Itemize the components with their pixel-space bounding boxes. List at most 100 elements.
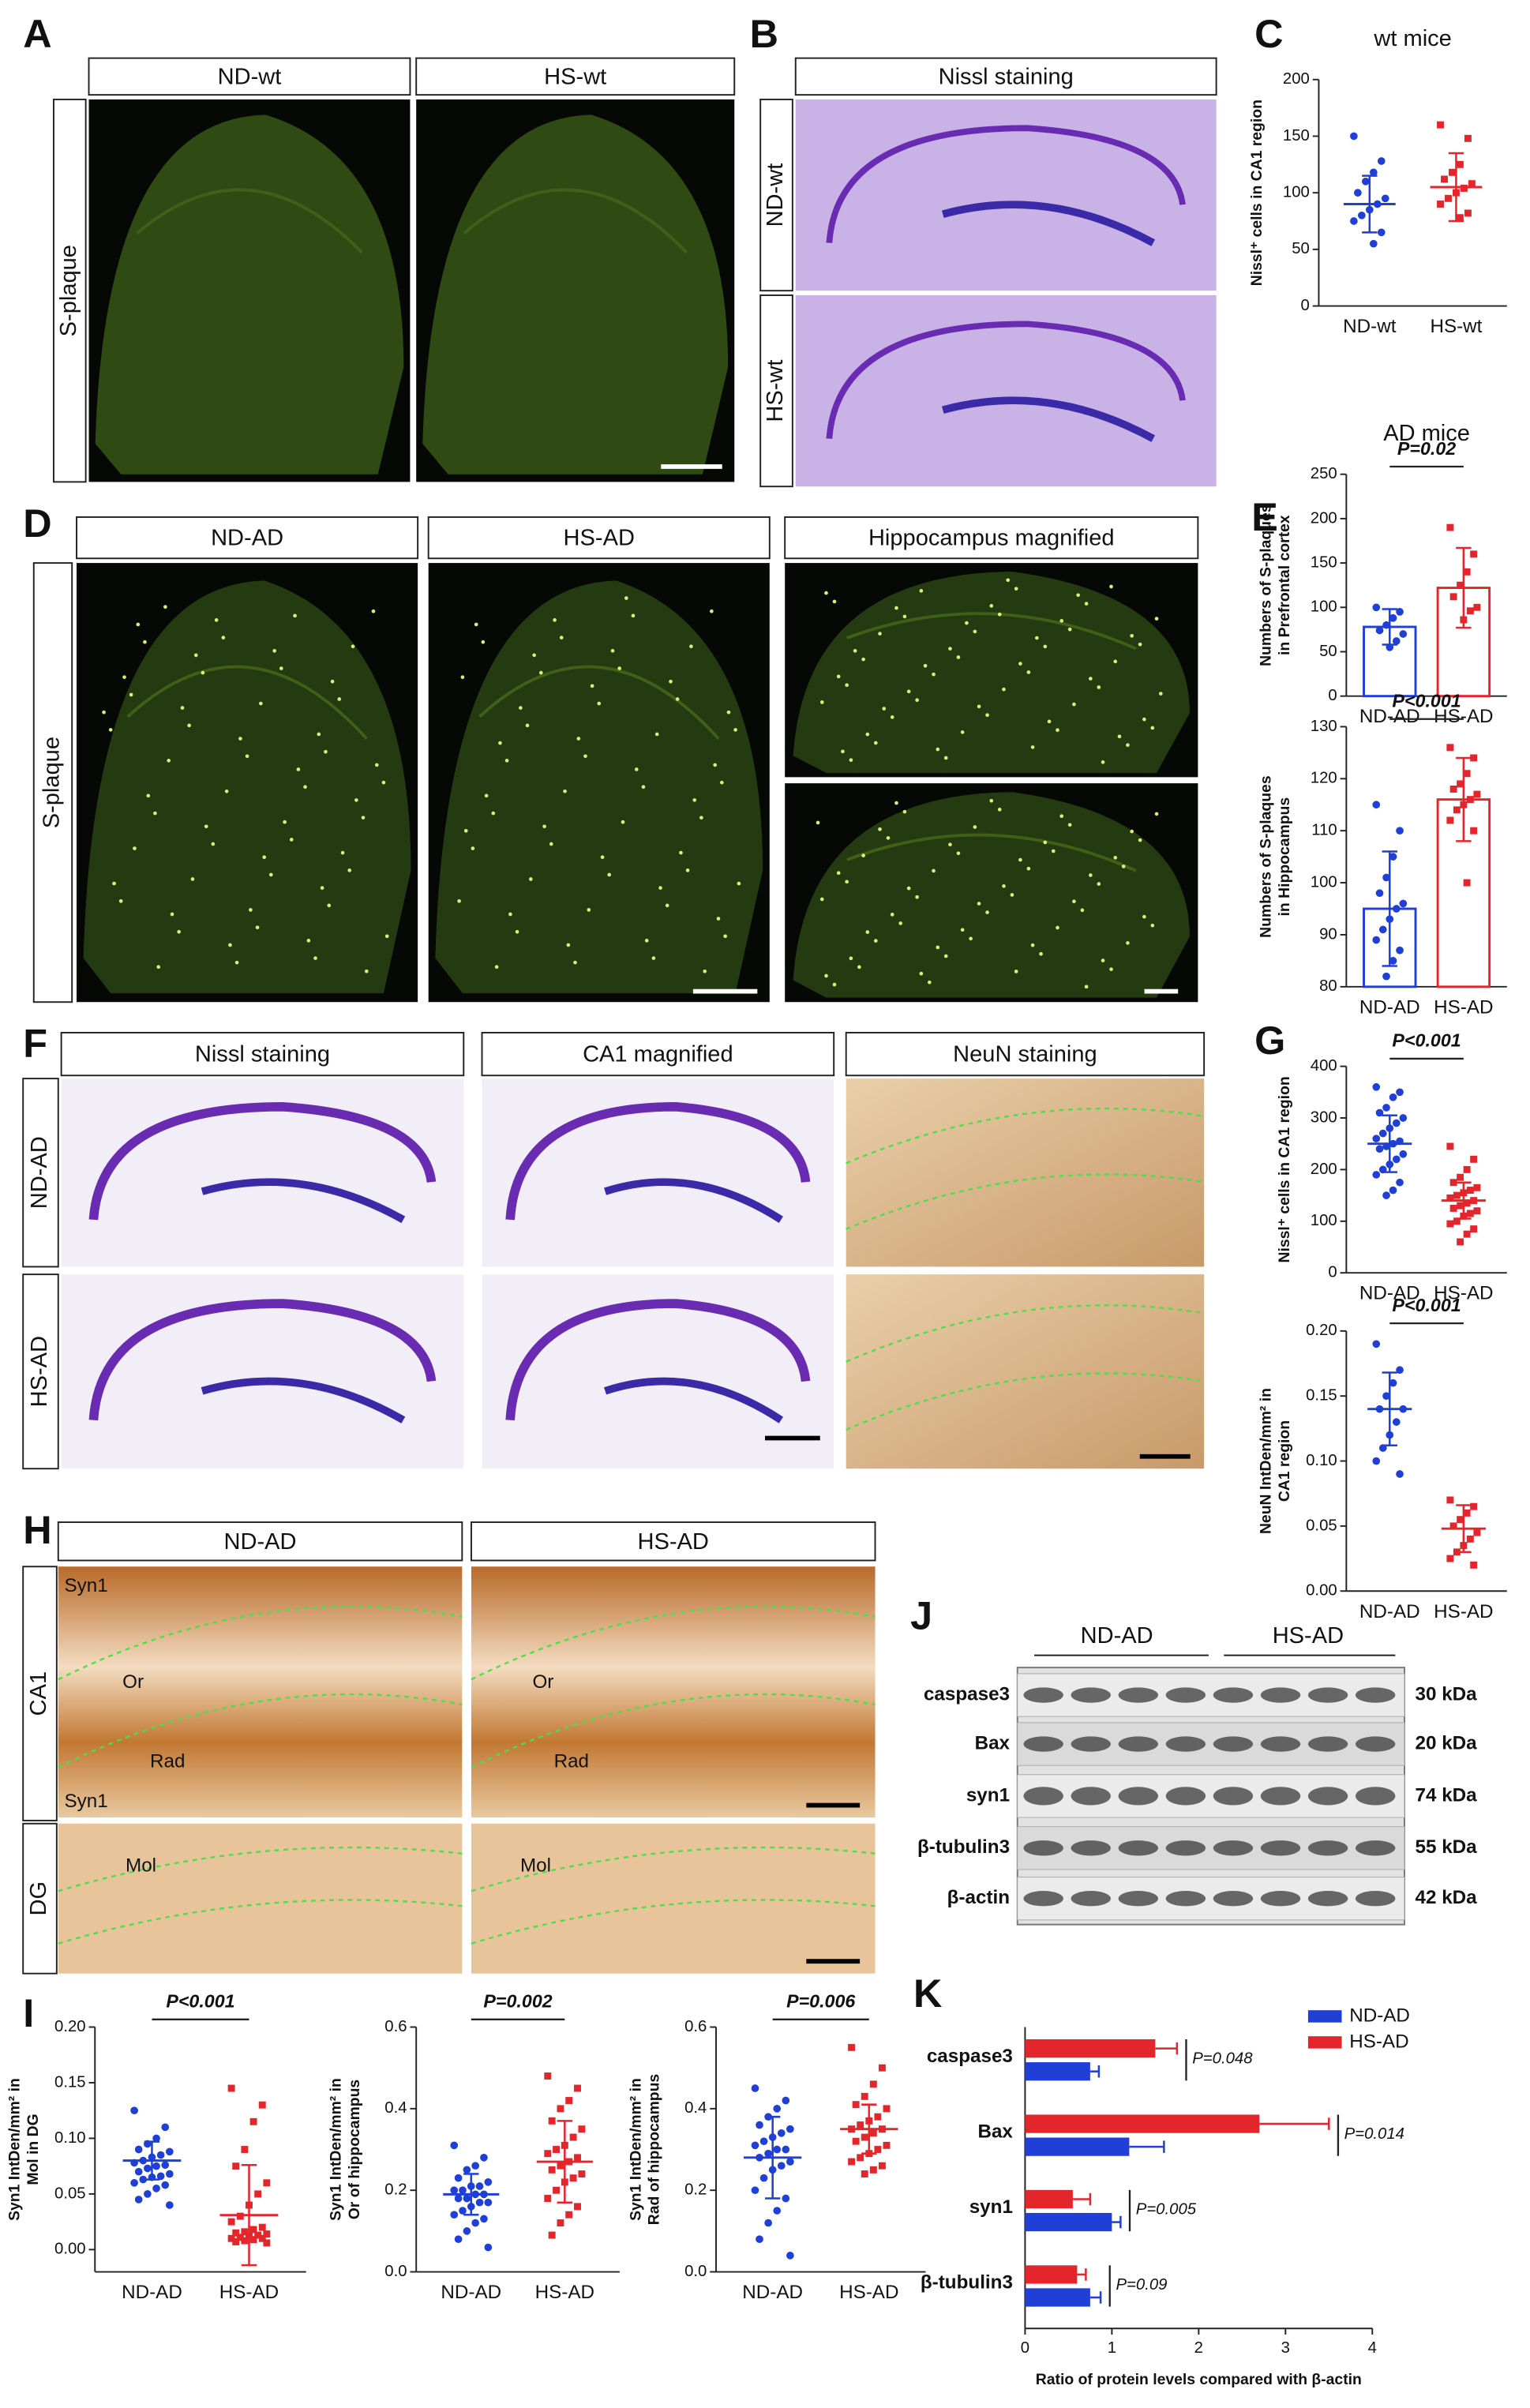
data-point: [1470, 1155, 1478, 1163]
plaque: [665, 903, 669, 908]
data-point: [459, 2207, 467, 2215]
data-point: [1473, 1183, 1481, 1191]
data-point: [130, 2106, 138, 2115]
side-label: CA1: [26, 1671, 51, 1716]
size-label: 42 kDa: [1416, 1887, 1478, 1908]
p-value: P=0.002: [483, 1991, 552, 2012]
data-point: [1463, 1230, 1471, 1238]
plaque: [1056, 728, 1059, 733]
data-point: [1377, 157, 1386, 165]
plaque: [1002, 884, 1006, 888]
side-box: [22, 1078, 59, 1268]
header-label: HS-AD: [564, 526, 635, 551]
plaque: [902, 614, 907, 619]
y-tick-label: 90: [1319, 925, 1337, 943]
band: [1307, 1840, 1348, 1856]
panel-letter: J: [910, 1592, 932, 1637]
y-tick-label: 80: [1319, 977, 1337, 995]
data-point: [232, 2162, 240, 2170]
plaque: [1059, 814, 1064, 819]
data-point: [861, 2133, 868, 2141]
hippocampus: [846, 833, 1137, 872]
plaque: [494, 965, 499, 970]
y-tick-label: 0.4: [384, 2099, 407, 2117]
micrograph: [58, 1823, 463, 1974]
y-tick-label: 200: [1283, 70, 1310, 88]
data-point: [861, 2092, 868, 2100]
data-point: [1449, 1179, 1457, 1187]
data-point: [1372, 1135, 1381, 1143]
y-tick-label: 400: [1311, 1057, 1337, 1075]
side-label: DG: [26, 1881, 51, 1916]
plaque: [948, 647, 952, 651]
data-point: [1389, 1186, 1397, 1195]
plaque: [898, 921, 903, 925]
data-point: [1372, 1457, 1381, 1465]
data-point: [484, 2198, 493, 2207]
data-point: [1470, 827, 1478, 835]
band: [1260, 1736, 1301, 1752]
data-point: [759, 2137, 768, 2146]
y-axis-label: Numbers of S-plaques: [1258, 504, 1275, 666]
y-tick-label: 130: [1311, 718, 1337, 735]
plaque: [956, 655, 961, 659]
plaque: [631, 613, 636, 618]
plaque: [726, 710, 731, 715]
plaque: [340, 850, 345, 855]
plaque: [259, 701, 263, 706]
region-outline: [58, 1899, 463, 1945]
data-point: [480, 2154, 488, 2162]
band: [1023, 1891, 1063, 1907]
header-box: [88, 57, 411, 96]
plaque: [538, 670, 543, 675]
plaque: [685, 868, 690, 872]
data-point: [1372, 603, 1381, 612]
panel-letter: D: [23, 501, 51, 546]
plaque: [610, 648, 615, 653]
plaque: [873, 741, 878, 745]
data-point: [134, 2167, 143, 2176]
plaque: [923, 663, 928, 668]
x-tick-label: HS-wt: [1430, 316, 1482, 337]
y-tick-label: 0.05: [54, 2185, 86, 2202]
data-point: [1466, 1187, 1474, 1195]
panel-letter: G: [1254, 1018, 1285, 1063]
data-point: [1466, 796, 1474, 804]
plaque: [1084, 602, 1089, 606]
header-box: [845, 1032, 1206, 1077]
data-point: [878, 2162, 886, 2170]
data-point: [450, 2211, 459, 2219]
data-point: [1369, 239, 1378, 248]
header-label: ND-AD: [224, 1529, 297, 1555]
data-point: [144, 2190, 152, 2198]
data-point: [156, 2151, 165, 2159]
plaque: [607, 872, 612, 877]
data-point: [454, 2235, 463, 2244]
band: [1071, 1736, 1111, 1752]
legend-swatch: [1307, 2010, 1342, 2023]
y-tick-label: 0.4: [684, 2099, 707, 2117]
data-point: [1372, 1082, 1381, 1091]
plaque: [857, 965, 861, 970]
plaque: [1030, 745, 1035, 749]
region-label: Mol: [520, 1855, 551, 1876]
side-label: S-plaque: [56, 245, 81, 336]
plaque: [973, 825, 977, 829]
plaque: [129, 692, 133, 697]
plaque: [1126, 941, 1130, 945]
bar: [1025, 2265, 1078, 2284]
plaque: [969, 936, 973, 941]
data-point: [759, 2174, 768, 2182]
region-label: Syn1: [65, 1791, 108, 1812]
plaque: [654, 732, 659, 737]
plaque: [491, 811, 496, 816]
data-point: [263, 2239, 271, 2247]
plaque: [641, 785, 646, 790]
data-point: [1382, 1191, 1390, 1199]
micrograph: [471, 1566, 876, 1818]
data-point: [751, 2186, 759, 2195]
plaque: [932, 868, 936, 873]
plaque: [112, 881, 116, 886]
band: [1355, 1787, 1396, 1806]
x-tick-label: HS-AD: [535, 2282, 594, 2303]
